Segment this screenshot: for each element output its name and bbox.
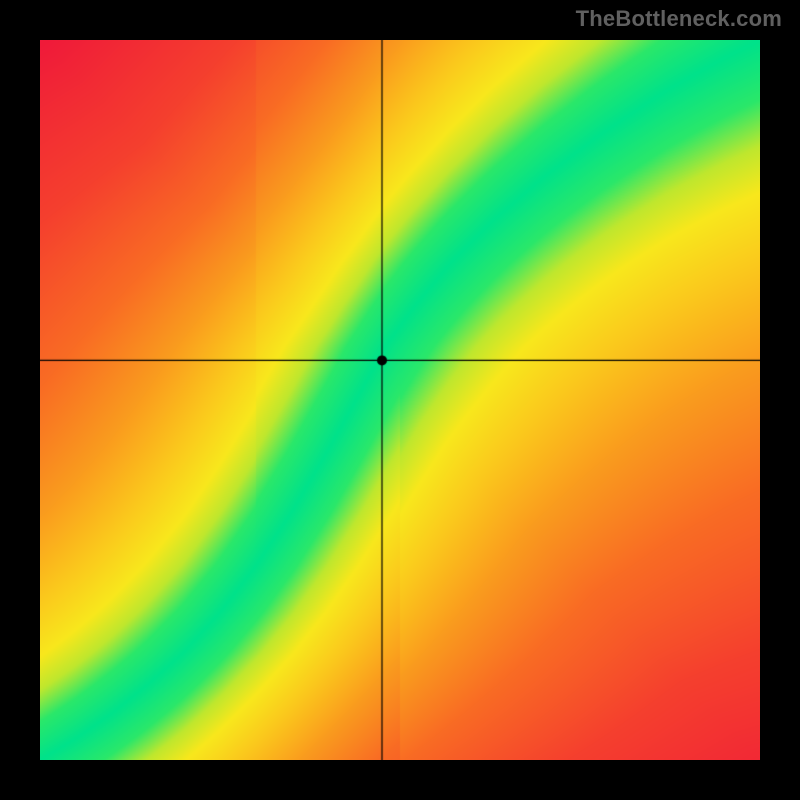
watermark-text: TheBottleneck.com	[576, 6, 782, 32]
chart-canvas-wrap	[40, 40, 760, 760]
heatmap-canvas	[40, 40, 760, 760]
figure-root: TheBottleneck.com	[0, 0, 800, 800]
